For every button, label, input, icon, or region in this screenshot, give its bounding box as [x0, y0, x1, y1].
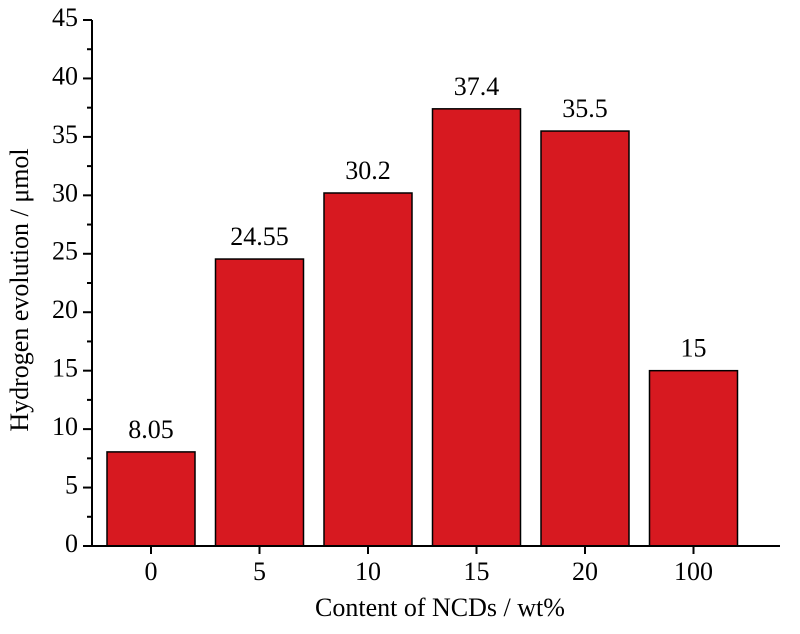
- data-label: 30.2: [345, 156, 391, 185]
- bar: [214, 258, 305, 547]
- y-tick-label: 0: [65, 529, 78, 558]
- y-tick-label: 5: [65, 471, 78, 500]
- y-tick-label: 25: [52, 237, 78, 266]
- y-tick-label: 30: [52, 178, 78, 207]
- data-label: 37.4: [454, 72, 500, 101]
- y-axis-label: Hydrogen evolution / μmol: [5, 148, 34, 431]
- data-label: 15: [681, 334, 707, 363]
- x-tick-label: 15: [464, 557, 490, 586]
- x-axis-label: Content of NCDs / wt%: [315, 593, 565, 622]
- bar: [431, 108, 522, 547]
- data-label: 24.55: [230, 222, 289, 251]
- bar: [106, 451, 196, 547]
- x-tick-label: 100: [674, 557, 713, 586]
- y-tick-label: 10: [52, 412, 78, 441]
- bar: [323, 192, 413, 547]
- y-tick-label: 40: [52, 61, 78, 90]
- data-label: 8.05: [128, 415, 174, 444]
- data-label: 35.5: [562, 94, 608, 123]
- x-tick-label: 10: [355, 557, 381, 586]
- y-tick-label: 35: [52, 120, 78, 149]
- y-tick-label: 45: [52, 3, 78, 32]
- bar: [540, 130, 630, 547]
- y-tick-label: 15: [52, 354, 78, 383]
- y-tick-label: 20: [52, 295, 78, 324]
- x-tick-label: 5: [253, 557, 266, 586]
- x-tick-label: 0: [145, 557, 158, 586]
- x-tick-label: 20: [572, 557, 598, 586]
- bar: [648, 369, 739, 547]
